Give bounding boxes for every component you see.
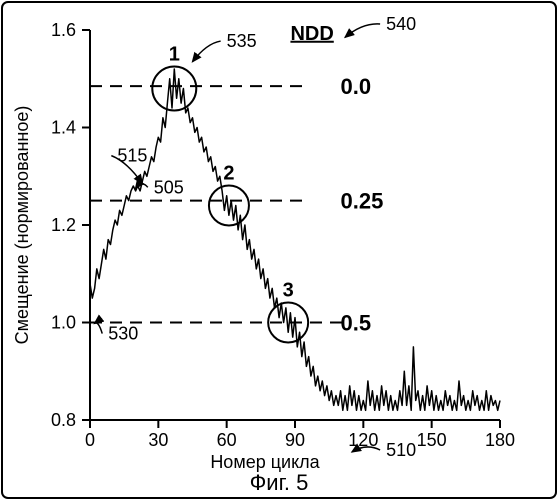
x-tick-label: 30 xyxy=(148,430,168,450)
y-tick-label: 1.0 xyxy=(51,313,76,333)
threshold-label-0: 0.0 xyxy=(341,74,372,99)
threshold-label-2: 0.5 xyxy=(341,311,372,336)
callout-label-510: 510 xyxy=(386,440,416,460)
marker-circle-2 xyxy=(209,186,249,226)
chart-svg: 03060901201501800.81.01.21.41.6Номер цик… xyxy=(0,0,558,500)
marker-label-3: 3 xyxy=(283,280,294,302)
threshold-label-1: 0.25 xyxy=(341,189,384,214)
y-tick-label: 1.4 xyxy=(51,118,76,138)
y-tick-label: 1.6 xyxy=(51,20,76,40)
callout-arrow-535 xyxy=(193,41,221,62)
callout-label-540: 540 xyxy=(386,14,416,34)
data-series-line xyxy=(90,69,500,410)
marker-label-2: 2 xyxy=(223,163,234,185)
y-tick-label: 0.8 xyxy=(51,410,76,430)
x-axis-title: Номер цикла xyxy=(210,452,320,472)
ndd-label: NDD xyxy=(290,23,333,45)
y-axis-title: Смещение (нормированное) xyxy=(12,106,32,345)
callout-label-535: 535 xyxy=(227,31,257,51)
x-tick-label: 150 xyxy=(417,430,447,450)
callout-label-515: 515 xyxy=(117,146,147,166)
callout-arrow-540 xyxy=(345,24,380,37)
y-tick-label: 1.2 xyxy=(51,215,76,235)
figure-label: Фиг. 5 xyxy=(250,470,309,495)
x-tick-label: 90 xyxy=(285,430,305,450)
callout-label-530: 530 xyxy=(108,324,138,344)
x-tick-label: 0 xyxy=(85,430,95,450)
outer-border xyxy=(2,2,556,498)
callout-arrow-530 xyxy=(95,323,103,334)
figure-container: 03060901201501800.81.01.21.41.6Номер цик… xyxy=(0,0,558,500)
x-tick-label: 60 xyxy=(217,430,237,450)
x-tick-label: 180 xyxy=(485,430,515,450)
marker-label-1: 1 xyxy=(169,44,180,66)
callout-label-505: 505 xyxy=(154,177,184,197)
